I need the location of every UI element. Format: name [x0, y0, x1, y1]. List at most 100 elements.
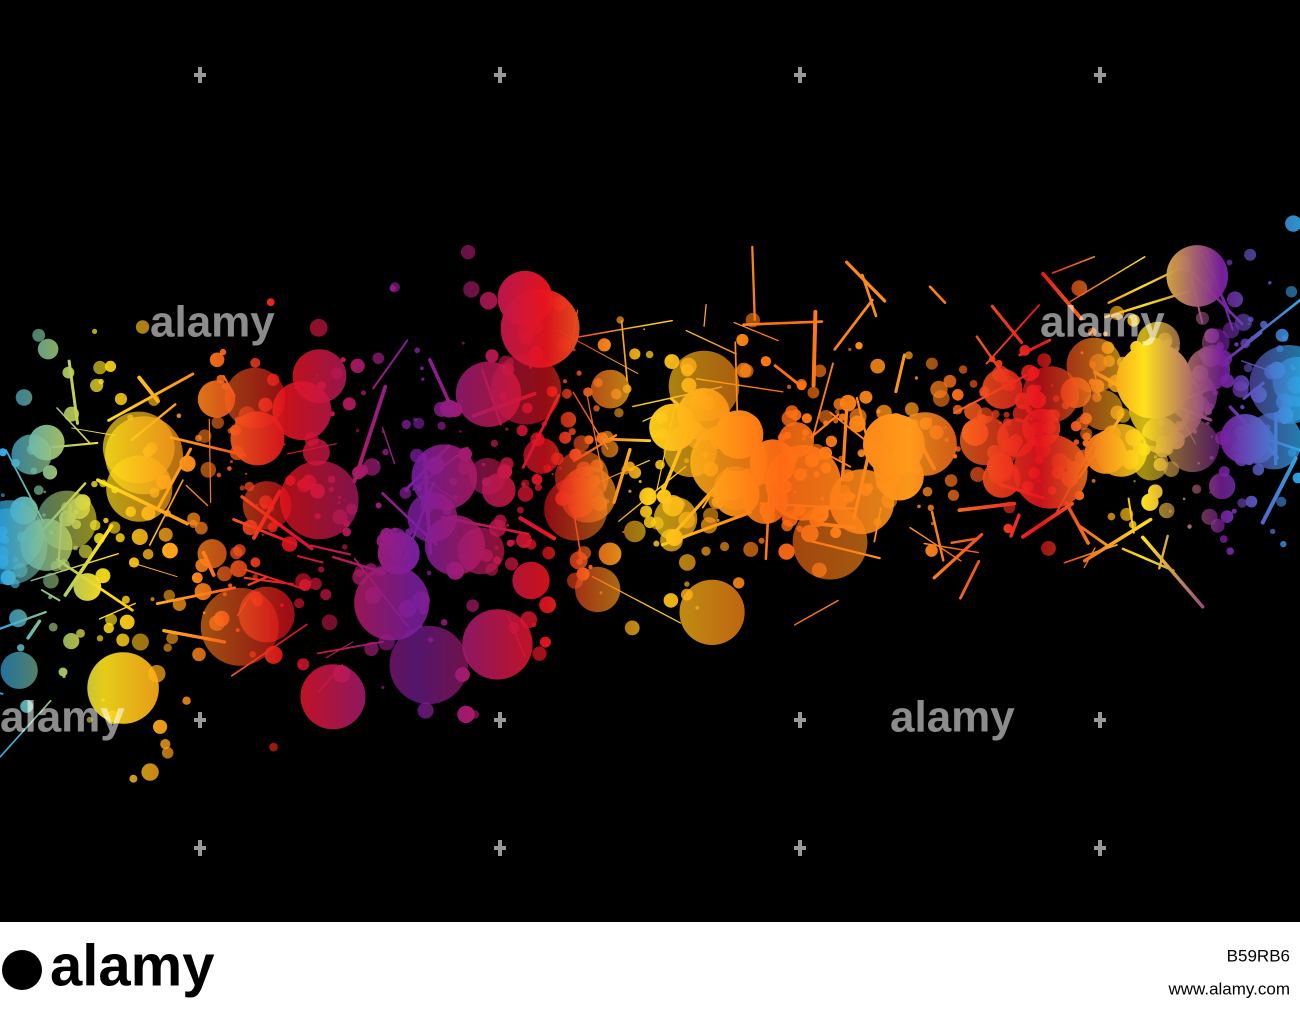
paint-drop: [551, 473, 554, 476]
paint-drop: [455, 361, 522, 427]
paint-drop: [755, 475, 759, 479]
paint-drop: [460, 399, 463, 402]
watermark-cross: [1094, 712, 1106, 728]
paint-drop: [457, 527, 505, 575]
paint-drop: [679, 579, 745, 646]
logo: [2, 950, 42, 990]
paint-drop: [1029, 417, 1034, 421]
paint-streak: [793, 599, 839, 626]
paint-drop: [1028, 391, 1047, 409]
paint-drop: [230, 546, 243, 560]
paint-drop: [0, 493, 5, 498]
paint-drop: [688, 437, 700, 448]
paint-drop: [922, 486, 933, 497]
paint-drop: [302, 438, 330, 466]
paint-drop: [161, 747, 174, 759]
paint-drop: [87, 652, 159, 724]
paint-streak: [990, 304, 1024, 345]
paint-drop: [135, 320, 150, 334]
paint-streak: [642, 409, 669, 422]
paint-drop: [793, 490, 797, 494]
paint-drop: [781, 519, 793, 532]
paint-drop: [1226, 547, 1234, 555]
paint-streak: [1127, 497, 1135, 534]
paint-drop: [377, 532, 420, 575]
paint-drop: [1218, 466, 1230, 477]
paint-streak: [733, 321, 779, 342]
paint-streak: [1228, 405, 1279, 460]
paint-drop: [354, 565, 430, 641]
footer-bar: [0, 922, 1300, 1014]
paint-drop: [141, 763, 159, 781]
paint-drop: [1212, 389, 1219, 396]
paint-drop: [191, 572, 203, 584]
paint-drop: [825, 435, 838, 447]
paint-drop: [1252, 463, 1265, 476]
paint-drop: [727, 412, 733, 418]
paint-drop: [283, 443, 286, 446]
paint-drop: [470, 710, 480, 719]
paint-drop: [793, 468, 807, 481]
paint-drop: [1003, 418, 1012, 427]
paint-streak: [162, 628, 227, 644]
paint-drop: [392, 527, 397, 532]
paint-drop: [1166, 245, 1228, 307]
paint-drop: [835, 409, 840, 414]
paint-drop: [389, 625, 468, 705]
paint-drop: [622, 530, 625, 534]
paint-streak: [1242, 381, 1265, 400]
paint-drop: [1268, 281, 1272, 285]
watermark-cross: [494, 840, 506, 856]
watermark-cross: [494, 712, 506, 728]
paint-streak: [1260, 436, 1300, 452]
paint-drop: [505, 557, 519, 571]
paint-drop: [363, 458, 381, 476]
paint-drop: [230, 460, 233, 463]
paint-drop: [539, 636, 551, 648]
paint-drop: [766, 470, 769, 473]
watermarks: alamy alamy alamy alamy: [0, 67, 1165, 856]
paint-drop: [449, 477, 458, 486]
paint-drop: [1102, 331, 1108, 337]
paint-streak: [1185, 387, 1209, 401]
paint-drop: [329, 411, 335, 417]
watermark: alamy: [1040, 298, 1165, 347]
watermark-cross: [794, 712, 806, 728]
paint-drop: [1048, 486, 1057, 495]
paint-drop: [229, 424, 241, 436]
paint-streak: [1140, 535, 1205, 609]
paint-drop: [1226, 259, 1233, 266]
paint-drop: [239, 485, 245, 491]
paint-streak: [1093, 370, 1141, 399]
paint-drop: [859, 451, 865, 457]
paint-drop: [421, 377, 425, 381]
paint-drop: [778, 543, 795, 560]
paint-drop: [419, 624, 423, 628]
paint-drop: [1153, 457, 1167, 472]
paint-streak: [418, 474, 458, 502]
paint-streak: [998, 482, 1045, 500]
paint-drop: [375, 502, 382, 509]
paint-drop: [930, 380, 948, 399]
paint-drop: [622, 384, 632, 394]
paint-drop: [777, 442, 786, 451]
paint-drop: [1216, 341, 1224, 350]
paint-drop: [517, 486, 534, 502]
paint-streak: [556, 329, 639, 374]
paint-drop: [15, 389, 33, 406]
paint-streak: [817, 522, 856, 530]
paint-streak: [232, 518, 297, 546]
paint-drop: [1087, 327, 1097, 337]
paint-drop: [695, 605, 700, 610]
paint-drop: [1247, 316, 1254, 323]
paint-drop: [1205, 278, 1214, 288]
paint-streak: [780, 452, 794, 474]
paint-drop: [1285, 215, 1300, 232]
paint-streak: [372, 339, 409, 390]
paint-drop: [1003, 523, 1013, 534]
paint-drop: [1233, 375, 1250, 392]
paint-drop: [115, 533, 125, 543]
paint-drop: [713, 470, 760, 517]
paint-drop: [1264, 364, 1280, 380]
paint-streak: [1077, 412, 1125, 480]
